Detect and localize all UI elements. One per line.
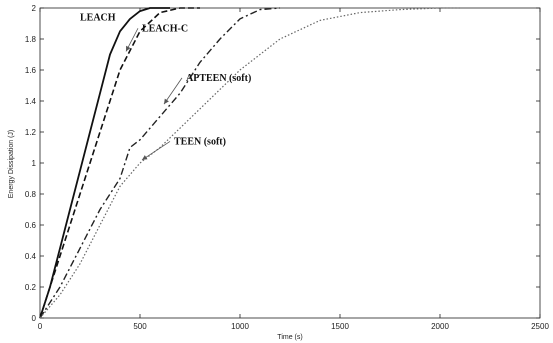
x-axis-title: Time (s) bbox=[277, 334, 302, 341]
annotation-arrow-apteen-soft bbox=[163, 77, 183, 105]
annotation-label-leach-c: LEACH-C bbox=[142, 23, 188, 34]
y-tick-label: 1.6 bbox=[25, 66, 37, 75]
annotation-arrowhead-teen-soft bbox=[142, 155, 148, 160]
series-line-teen-soft bbox=[39, 7, 460, 319]
y-tick-label: 0.2 bbox=[25, 283, 37, 292]
annotation-label-leach: LEACH bbox=[80, 12, 116, 23]
series-line-leach-c bbox=[39, 7, 200, 319]
y-tick-label: 0.6 bbox=[25, 221, 37, 230]
annotation-label-teen-soft: TEEN (soft) bbox=[174, 136, 226, 147]
annotation-arrowhead-apteen-soft bbox=[164, 98, 169, 105]
y-tick-label: 0.4 bbox=[25, 252, 37, 261]
x-tick-label: 2500 bbox=[531, 322, 549, 331]
x-tick-label: 0 bbox=[38, 322, 43, 331]
x-tick-label: 1500 bbox=[331, 322, 349, 331]
series-line-apteen-soft bbox=[39, 7, 281, 319]
x-tick-label: 2000 bbox=[431, 322, 449, 331]
annotation-arrow-teen-soft bbox=[141, 141, 171, 161]
y-tick-label: 0 bbox=[32, 314, 37, 323]
y-tick-label: 2 bbox=[32, 4, 37, 13]
y-tick-label: 0.8 bbox=[25, 190, 37, 199]
series-line-leach bbox=[39, 7, 170, 319]
x-tick-label: 500 bbox=[133, 322, 147, 331]
y-tick-label: 1.8 bbox=[25, 35, 37, 44]
y-tick-label: 1 bbox=[32, 159, 37, 168]
plot-frame bbox=[39, 7, 541, 319]
y-axis-title: Energy Dissipation (J) bbox=[8, 130, 15, 198]
x-tick-label: 1000 bbox=[231, 322, 249, 331]
y-tick-label: 1.2 bbox=[25, 128, 37, 137]
y-tick-label: 1.4 bbox=[25, 97, 37, 106]
annotation-arrowhead-leach-c bbox=[126, 45, 131, 52]
annotation-label-apteen-soft: APTEEN (soft) bbox=[186, 73, 251, 84]
